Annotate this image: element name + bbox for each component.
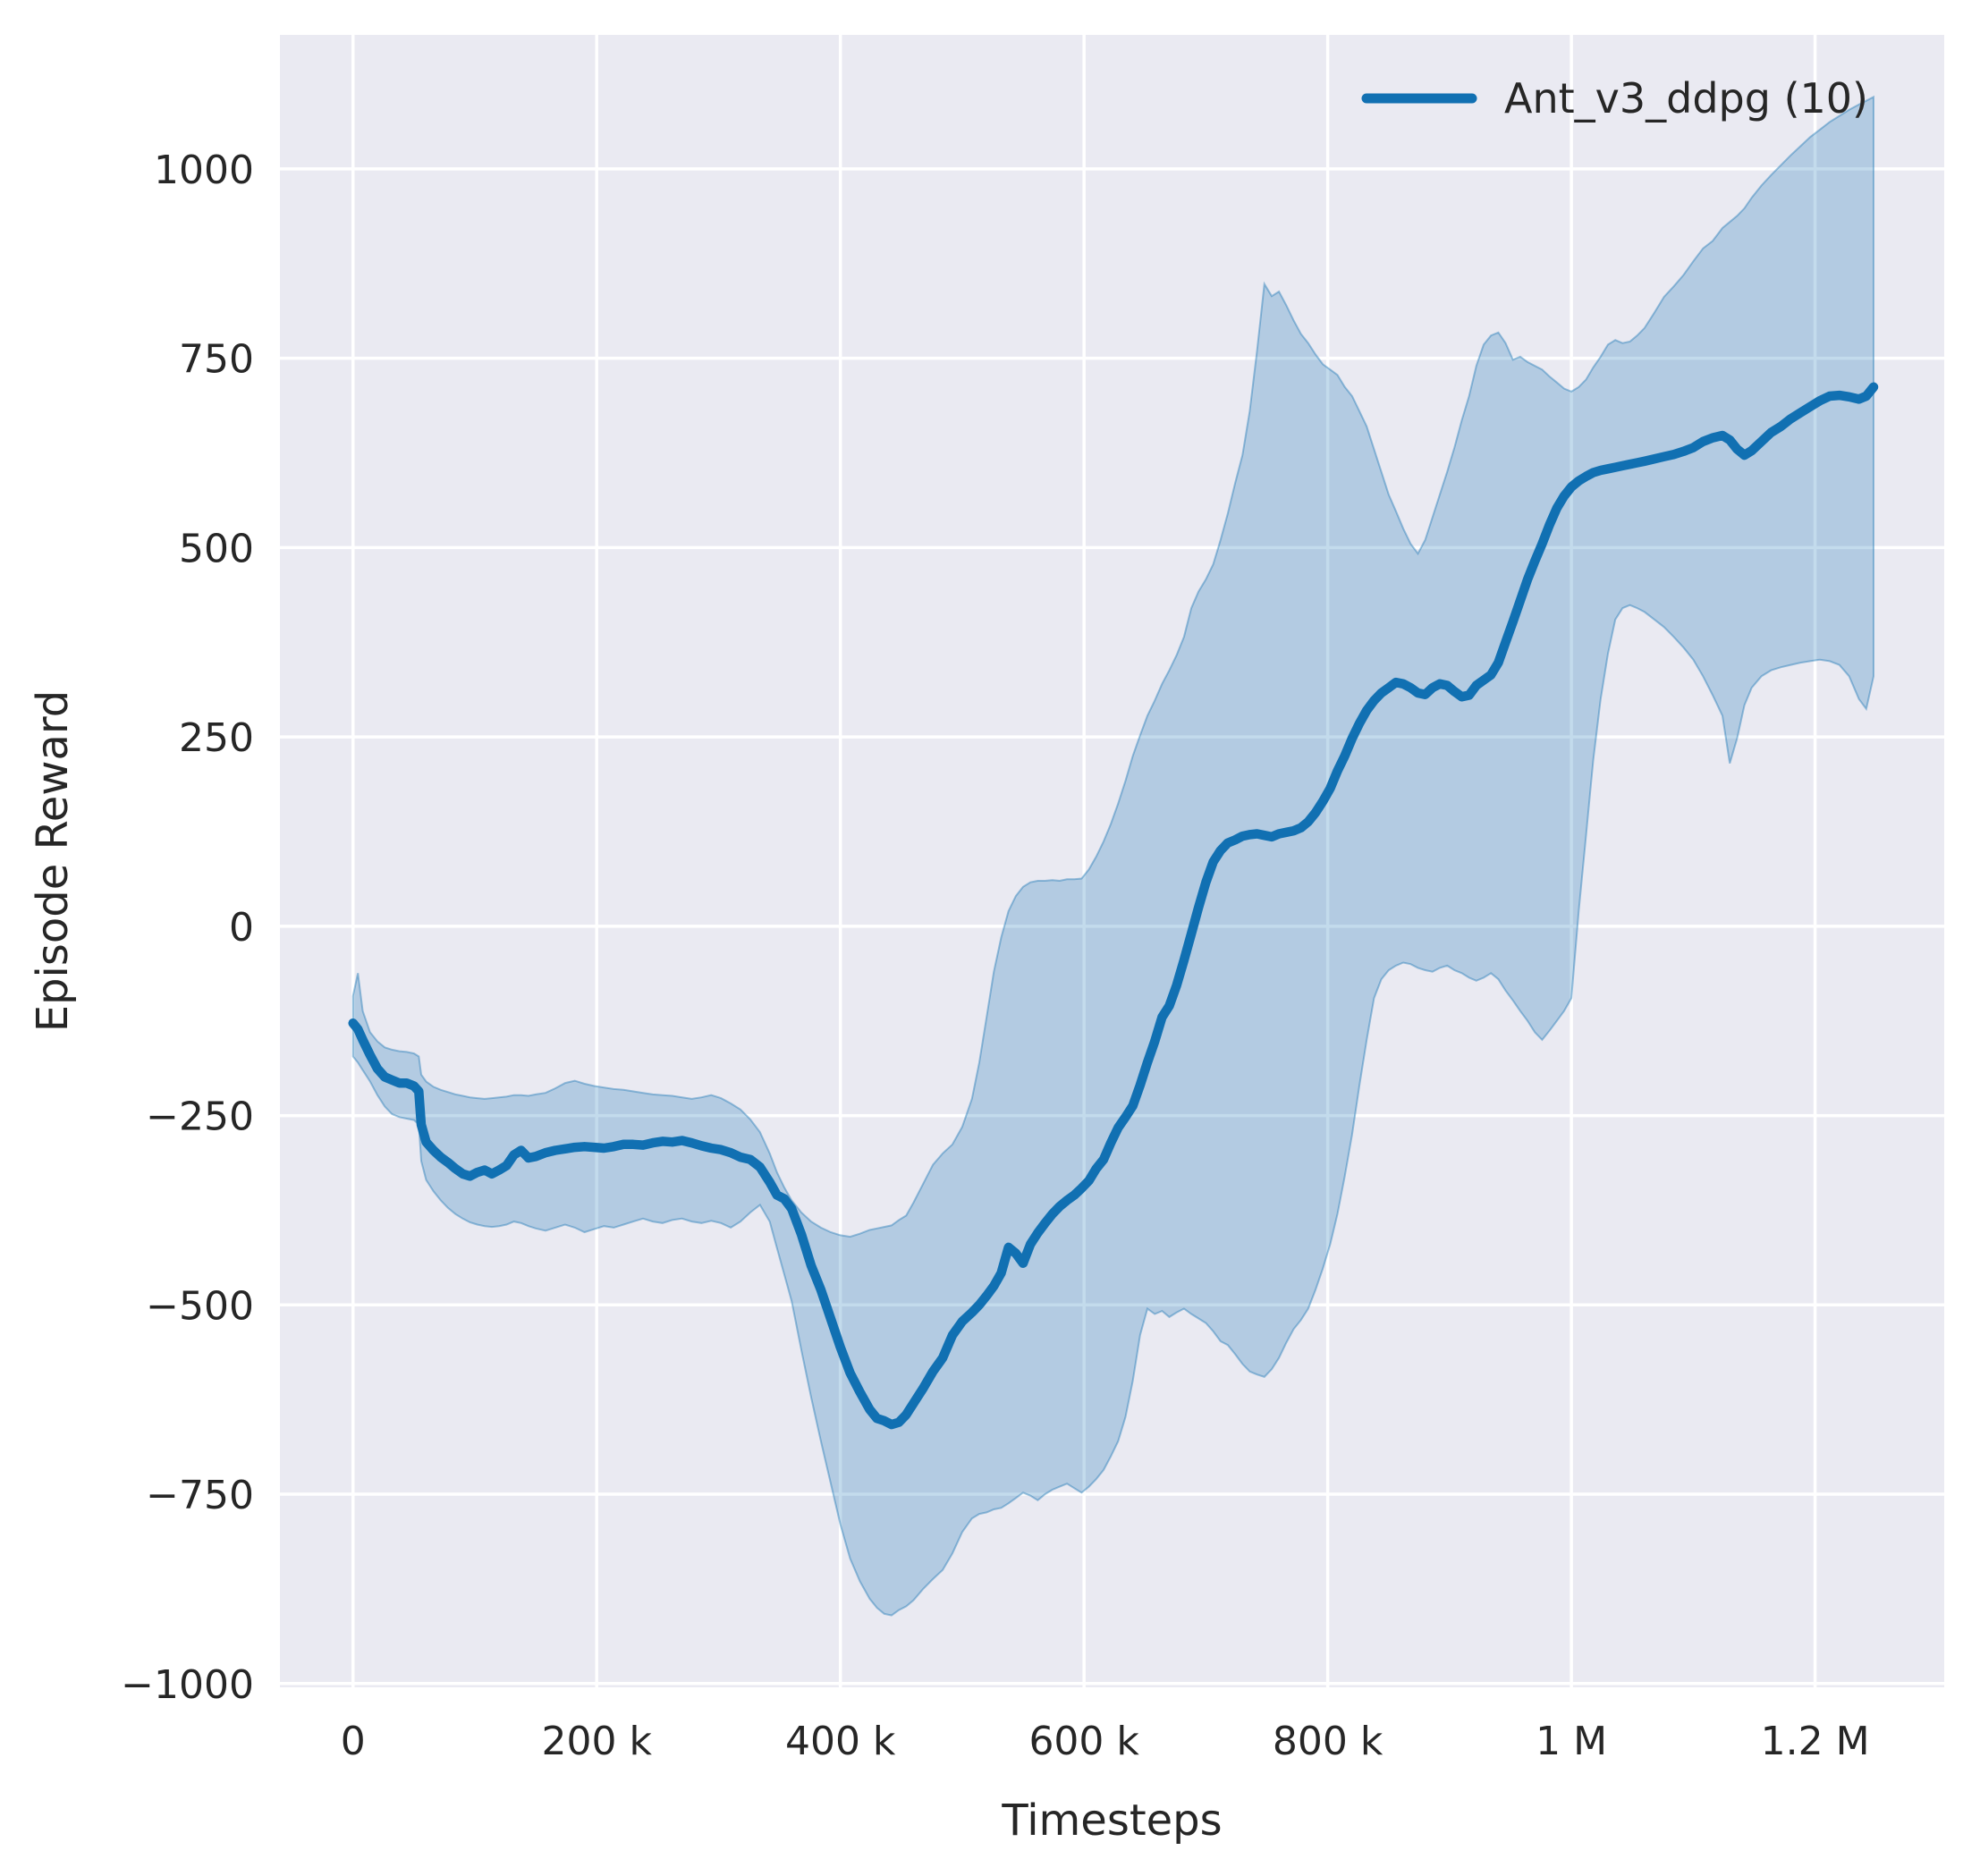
y-tick-label: 0 bbox=[229, 905, 254, 951]
legend: Ant_v3_ddpg (10) bbox=[1361, 74, 1868, 123]
legend-entry-label: Ant_v3_ddpg (10) bbox=[1504, 74, 1868, 123]
plot-area-background bbox=[280, 35, 1944, 1687]
y-tick-label: −500 bbox=[146, 1283, 254, 1329]
x-tick-label: 200 k bbox=[541, 1719, 652, 1764]
x-tick-label: 1 M bbox=[1536, 1719, 1607, 1764]
y-tick-label: 500 bbox=[179, 526, 254, 571]
x-tick-label: 600 k bbox=[1028, 1719, 1139, 1764]
x-tick-label: 1.2 M bbox=[1761, 1719, 1870, 1764]
series-line bbox=[348, 382, 1879, 1430]
y-tick-label: 1000 bbox=[154, 148, 254, 193]
x-axis-label: Timesteps bbox=[1001, 1796, 1222, 1846]
x-tick-label: 400 k bbox=[785, 1719, 896, 1764]
y-tick-label: 750 bbox=[179, 337, 254, 383]
grid-lines bbox=[280, 35, 1944, 1687]
x-tick-label: 0 bbox=[341, 1719, 366, 1764]
confidence-band bbox=[351, 95, 1874, 1617]
x-axis-tick-labels: 0 200 k 400 k 600 k 800 k 1 M 1.2 M bbox=[341, 1719, 1870, 1764]
y-tick-label: −1000 bbox=[121, 1662, 254, 1708]
y-axis-tick-labels: −1000 −750 −500 −250 0 250 500 750 1000 bbox=[121, 148, 254, 1708]
y-axis-label: Episode Reward bbox=[28, 690, 78, 1033]
x-tick-label: 800 k bbox=[1273, 1719, 1383, 1764]
y-tick-label: −250 bbox=[146, 1094, 254, 1140]
y-tick-label: 250 bbox=[179, 715, 254, 761]
y-tick-label: −750 bbox=[146, 1473, 254, 1518]
